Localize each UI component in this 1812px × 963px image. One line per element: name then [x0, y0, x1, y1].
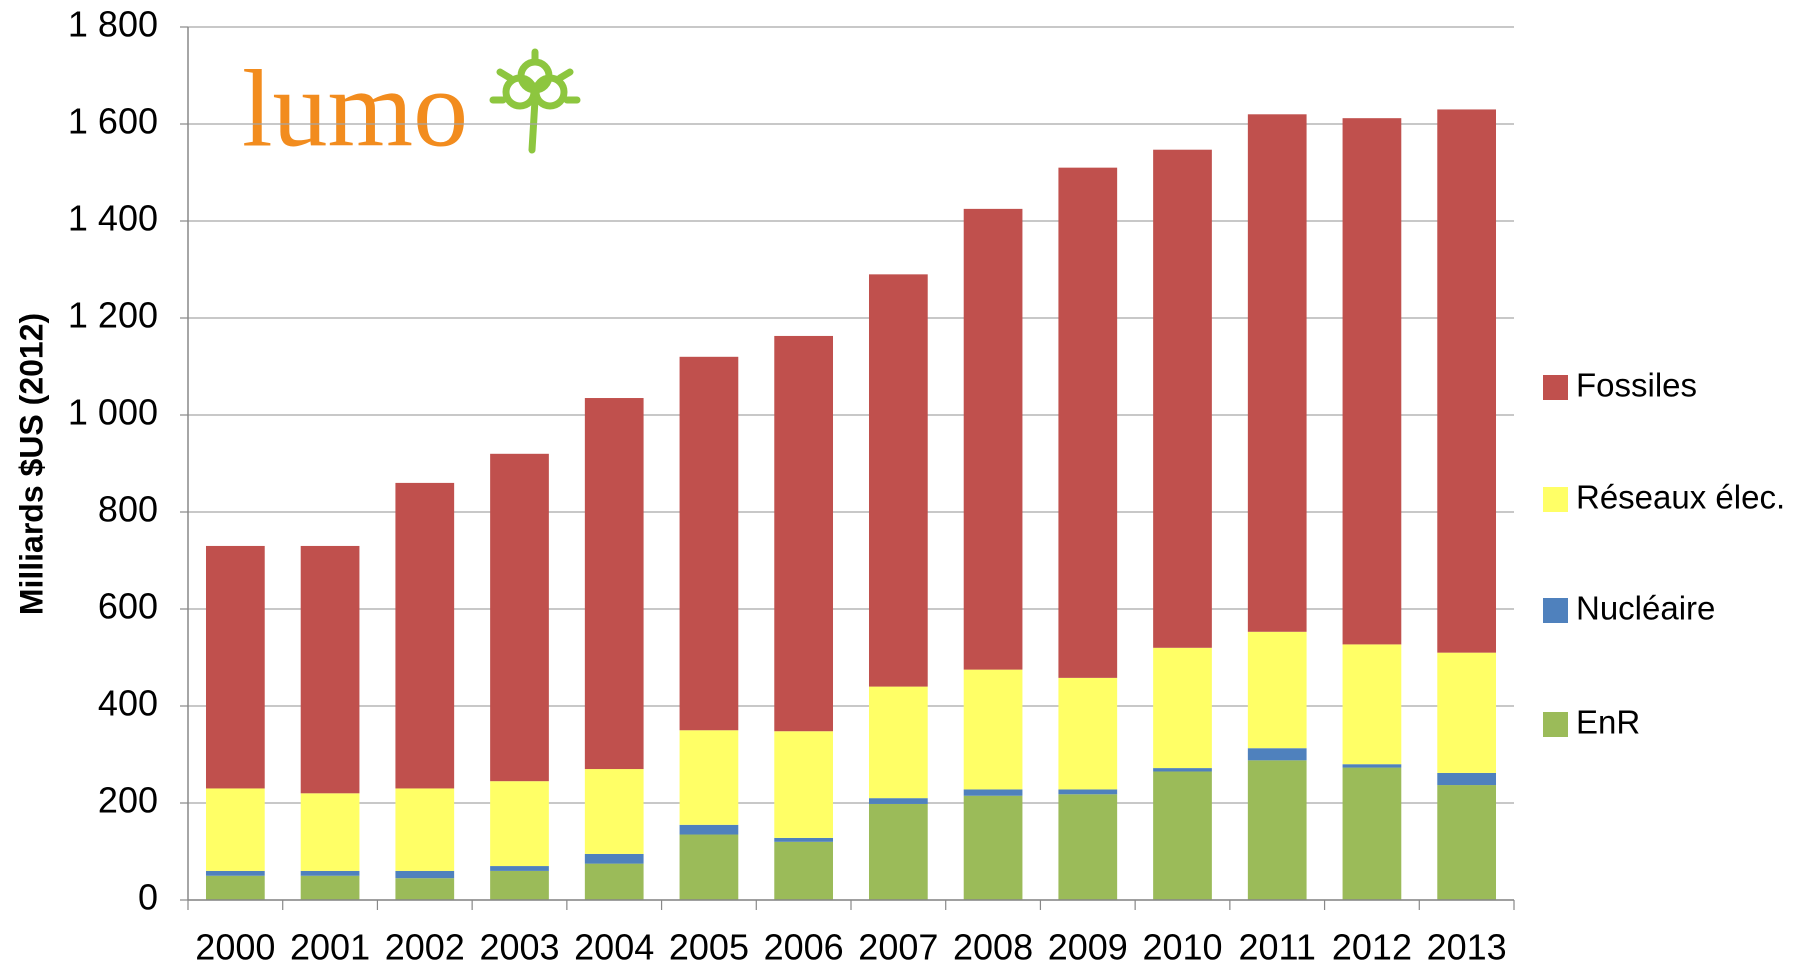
x-tick-label: 2010 — [1142, 927, 1222, 963]
bar-segment — [300, 870, 360, 876]
bar-segment — [679, 356, 739, 731]
bar-segment — [1058, 794, 1118, 900]
bar-segment — [395, 870, 455, 879]
x-tick-label: 2008 — [953, 927, 1033, 963]
y-tick-label: 1 400 — [68, 198, 158, 239]
bar-segment — [1058, 677, 1118, 790]
bar-segment — [584, 398, 644, 770]
bar-segment — [774, 731, 834, 838]
bar-segment — [584, 769, 644, 854]
bar-segment — [868, 686, 928, 799]
bar-segment — [679, 730, 739, 825]
x-tick-label: 2013 — [1427, 927, 1507, 963]
bar-segment — [774, 335, 834, 732]
bar-segment — [1342, 764, 1402, 768]
bar-segment — [1153, 771, 1212, 900]
bar-segment — [774, 841, 834, 900]
bar-segment — [300, 793, 360, 871]
bar-segment — [1342, 644, 1402, 765]
bar-segment — [963, 789, 1023, 796]
bar-segment — [679, 824, 739, 835]
legend-swatch — [1543, 712, 1568, 737]
logo: lumo — [242, 47, 468, 169]
bar-segment — [1058, 789, 1118, 795]
x-tick-label: 2005 — [669, 927, 749, 963]
y-tick-label: 1 200 — [68, 295, 158, 336]
bar-segment — [584, 853, 644, 864]
x-tick-label: 2001 — [290, 927, 370, 963]
bar-segment — [1247, 631, 1307, 749]
y-tick-label: 1 000 — [68, 392, 158, 433]
bar-segment — [395, 788, 455, 871]
bar-segment — [1058, 167, 1118, 678]
bar-segment — [868, 803, 928, 900]
bar-segment — [1153, 149, 1212, 648]
x-tick-label: 2012 — [1332, 927, 1412, 963]
bar-segment — [1247, 748, 1307, 761]
y-tick-label: 600 — [98, 586, 158, 627]
x-tick-label: 2011 — [1239, 927, 1316, 963]
legend-swatch — [1543, 598, 1568, 623]
bar-segment — [1437, 785, 1497, 900]
y-axis-label: Milliards $US (2012) — [13, 313, 49, 615]
y-tick-label: 1 600 — [68, 101, 158, 142]
bar-segment — [205, 545, 265, 789]
bar-segment — [963, 669, 1023, 790]
legend-label: EnR — [1576, 704, 1640, 741]
bar-segment — [205, 875, 265, 900]
x-tick-label: 2000 — [195, 927, 275, 963]
bar-segment — [490, 453, 549, 782]
x-tick-label: 2002 — [385, 927, 465, 963]
y-tick-label: 0 — [138, 877, 158, 918]
bar-segment — [963, 795, 1023, 900]
bar-segment — [205, 870, 265, 876]
bar-segment — [395, 482, 455, 789]
bar-segment — [490, 781, 549, 867]
bar-segment — [868, 798, 928, 804]
y-tick-label: 1 800 — [68, 4, 158, 45]
x-tick-label: 2004 — [574, 927, 654, 963]
bar-segment — [1342, 767, 1402, 900]
bar-segment — [300, 545, 360, 794]
bar-segment — [490, 866, 549, 871]
bar-segment — [1437, 652, 1497, 773]
legend-label: Réseaux élec. — [1576, 479, 1785, 516]
x-tick-label: 2007 — [858, 927, 938, 963]
bar-segment — [490, 870, 549, 900]
legend-label: Nucléaire — [1576, 590, 1715, 627]
bar-segment — [963, 208, 1023, 670]
bar-segment — [395, 878, 455, 900]
x-tick-label: 2009 — [1048, 927, 1128, 963]
bar-segment — [584, 863, 644, 900]
logo-icon — [489, 48, 581, 154]
legend-swatch — [1543, 375, 1568, 400]
bar-segment — [679, 834, 739, 900]
x-tick-label: 2006 — [764, 927, 844, 963]
bar-segment — [300, 875, 360, 900]
bar-segment — [1437, 772, 1497, 786]
bar-segment — [1247, 760, 1307, 900]
y-tick-label: 400 — [98, 683, 158, 724]
bar-segment — [774, 837, 834, 842]
x-tick-label: 2003 — [479, 927, 559, 963]
bar-segment — [1153, 647, 1212, 769]
bar-segment — [1153, 768, 1212, 772]
bar-segment — [1342, 118, 1402, 645]
bar-segment — [1247, 114, 1307, 632]
legend-swatch — [1543, 487, 1568, 512]
y-tick-label: 200 — [98, 780, 158, 821]
y-tick-label: 800 — [98, 489, 158, 530]
bar-segment — [205, 788, 265, 871]
bar-segment — [868, 274, 928, 687]
legend-label: Fossiles — [1576, 367, 1697, 404]
bar-segment — [1437, 109, 1497, 653]
